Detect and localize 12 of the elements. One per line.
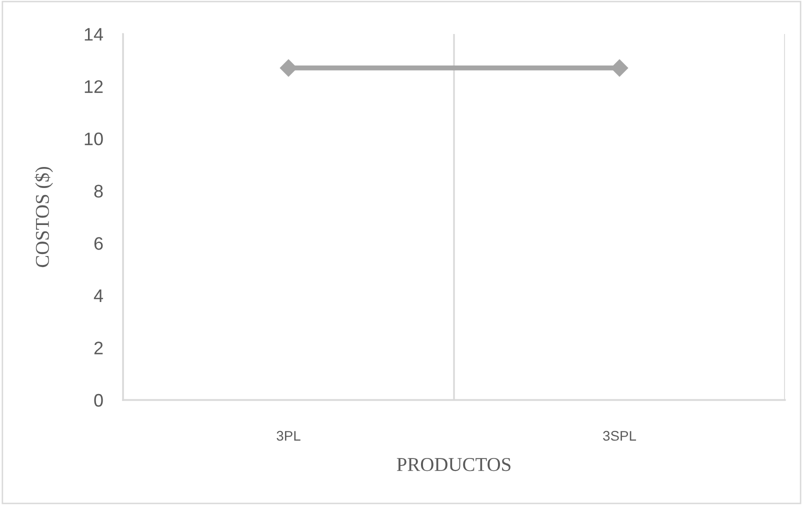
y-tick-label: 2 bbox=[94, 342, 103, 354]
y-axis-title: COSTOS ($) bbox=[34, 166, 53, 268]
x-tick-label: 3SPL bbox=[603, 430, 636, 441]
y-tick-label: 12 bbox=[84, 80, 103, 93]
y-tick-label: 10 bbox=[84, 132, 103, 146]
y-tick-label: 0 bbox=[94, 394, 103, 407]
y-tick-label: 8 bbox=[94, 184, 103, 198]
x-tick-label: 3PL bbox=[276, 430, 300, 441]
y-tick-label: 4 bbox=[94, 290, 104, 302]
y-tick-label: 14 bbox=[84, 28, 104, 41]
x-axis-title: PRODUCTOS bbox=[396, 458, 510, 472]
y-tick-label: 6 bbox=[94, 237, 103, 250]
